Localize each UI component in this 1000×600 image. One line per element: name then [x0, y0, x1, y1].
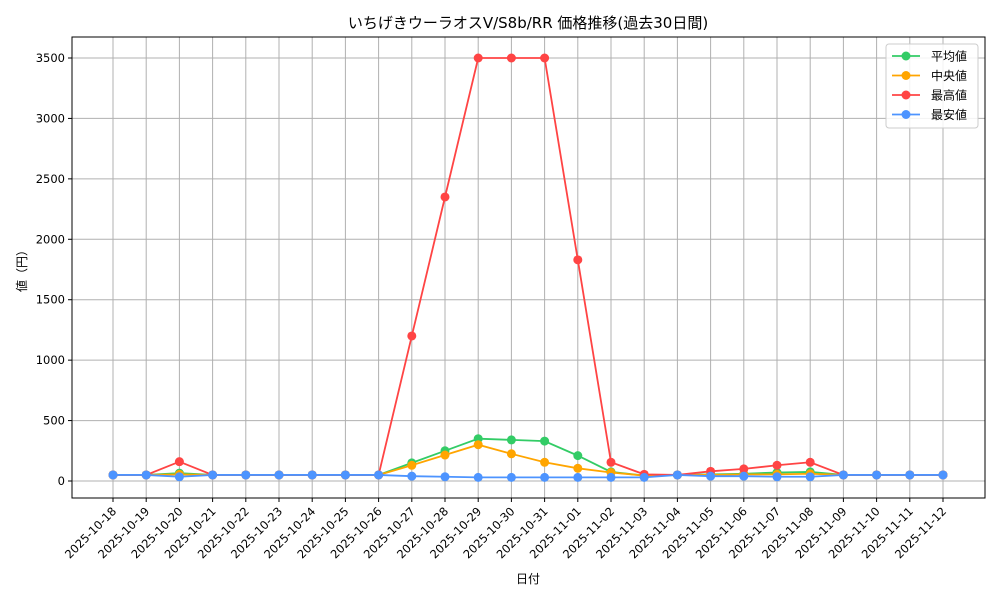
data-point	[739, 471, 749, 481]
y-tick-label: 3500	[36, 51, 65, 65]
data-point	[473, 440, 483, 450]
legend-label: 最高値	[931, 88, 967, 103]
data-point	[208, 470, 218, 480]
data-point	[573, 255, 583, 265]
data-point	[174, 457, 184, 467]
series-2	[108, 53, 948, 480]
data-point	[506, 53, 516, 63]
data-point	[141, 470, 151, 480]
y-tick-label: 1000	[36, 353, 65, 367]
data-point	[639, 472, 649, 482]
legend-marker-icon	[901, 51, 911, 61]
data-point	[307, 470, 317, 480]
data-point	[473, 472, 483, 482]
data-point	[407, 460, 417, 470]
y-tick-label: 2500	[36, 172, 65, 186]
data-point	[540, 53, 550, 63]
data-point	[706, 471, 716, 481]
series-3	[108, 470, 948, 482]
data-point	[274, 470, 284, 480]
data-point	[440, 472, 450, 482]
data-point	[108, 470, 118, 480]
data-point	[506, 435, 516, 445]
data-point	[805, 472, 815, 482]
data-point	[672, 470, 682, 480]
y-tick-label: 1500	[36, 293, 65, 307]
data-point	[540, 472, 550, 482]
data-point	[573, 451, 583, 461]
data-point	[838, 470, 848, 480]
data-point	[506, 472, 516, 482]
data-point	[772, 472, 782, 482]
data-point	[540, 457, 550, 467]
data-point	[241, 470, 251, 480]
legend-marker-icon	[901, 71, 911, 80]
legend-marker-icon	[901, 110, 911, 119]
data-point	[174, 472, 184, 482]
x-axis-label: 日付	[516, 572, 540, 586]
data-point	[606, 472, 616, 482]
data-point	[938, 470, 948, 480]
x-axis-ticks: 2025-10-182025-10-192025-10-202025-10-21…	[62, 498, 949, 561]
legend-label: 中央値	[931, 68, 967, 83]
y-axis-ticks: 0 500 1000 1500 2000 2500 3000 3500	[36, 51, 72, 488]
data-point	[905, 470, 915, 480]
data-series	[108, 53, 948, 482]
grid-lines	[72, 37, 985, 498]
data-point	[440, 450, 450, 460]
data-point	[805, 457, 815, 467]
chart-title: いちげきウーラオスV/S8b/RR 価格推移(過去30日間)	[348, 14, 708, 32]
data-point	[407, 471, 417, 481]
y-tick-label: 2000	[36, 232, 65, 246]
plot-frame	[71, 36, 986, 499]
data-point	[440, 192, 450, 202]
y-tick-label: 0	[58, 474, 65, 488]
data-point	[573, 472, 583, 482]
y-axis-label: 値（円）	[14, 244, 29, 292]
legend-marker-icon	[901, 90, 911, 100]
legend-label: 最安値	[931, 107, 967, 122]
data-point	[573, 463, 583, 473]
data-point	[540, 436, 550, 446]
legend-label: 平均値	[931, 49, 967, 64]
data-point	[407, 331, 417, 341]
data-point	[473, 53, 483, 63]
data-point	[606, 457, 616, 467]
data-point	[872, 470, 882, 480]
data-point	[374, 470, 384, 480]
data-point	[739, 464, 749, 474]
data-point	[772, 460, 782, 470]
y-tick-label: 500	[43, 414, 65, 428]
data-point	[340, 470, 350, 480]
data-point	[506, 449, 516, 459]
y-tick-label: 3000	[36, 111, 65, 125]
